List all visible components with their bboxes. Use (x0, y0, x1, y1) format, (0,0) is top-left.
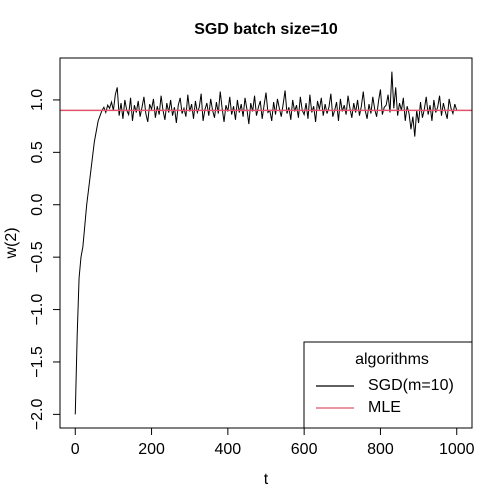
y-tick-label: 0.5 (29, 141, 46, 163)
line-series (74, 71, 458, 415)
y-tick-label: −1.0 (29, 294, 46, 326)
x-tick-label: 1000 (439, 441, 475, 458)
legend-title: algorithms (355, 351, 429, 368)
x-tick-label: 0 (71, 441, 80, 458)
x-tick-label: 800 (367, 441, 394, 458)
y-tick-label: 0.0 (29, 194, 46, 216)
x-axis-label: t (264, 471, 269, 488)
x-tick-label: 400 (215, 441, 242, 458)
y-tick-label: −0.5 (29, 241, 46, 273)
y-tick-label: −2.0 (29, 398, 46, 430)
legend-label: MLE (368, 399, 401, 416)
y-axis-label: w(2) (3, 227, 20, 259)
chart-title: SGD batch size=10 (194, 21, 338, 38)
x-tick-label: 200 (138, 441, 165, 458)
y-tick-label: −1.5 (29, 346, 46, 378)
plot-frame (59, 57, 473, 429)
legend-box (303, 341, 473, 429)
x-tick-label: 600 (291, 441, 318, 458)
y-tick-label: 1.0 (29, 89, 46, 111)
legend-label: SGD(m=10) (368, 377, 454, 394)
